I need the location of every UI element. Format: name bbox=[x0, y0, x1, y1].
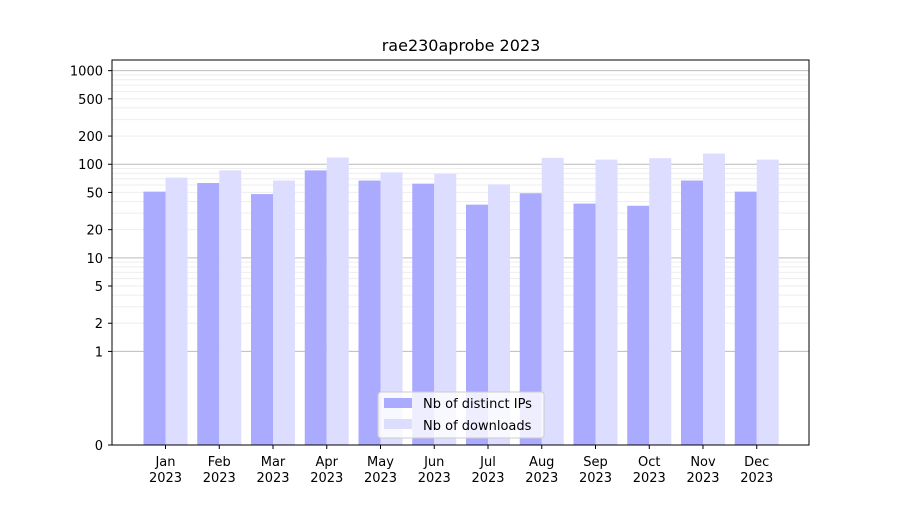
y-tick-label: 500 bbox=[78, 93, 103, 108]
x-tick-label: Oct 2023 bbox=[633, 455, 666, 486]
chart-title: rae230aprobe 2023 bbox=[382, 36, 541, 55]
bar-downloads bbox=[219, 170, 242, 445]
bar-distinct-ips bbox=[304, 170, 327, 445]
y-tick-label: 10 bbox=[86, 252, 103, 267]
x-axis: Jan 2023 Feb 2023 Mar 2023 Apr 2023 May 2023 Jun 20… bbox=[149, 445, 773, 486]
x-tick-label: Jul 2023 bbox=[471, 455, 504, 486]
bar-distinct-ips bbox=[466, 204, 488, 445]
x-tick-label: Apr 2023 bbox=[310, 455, 343, 486]
x-tick-label: Jan 2023 bbox=[149, 455, 182, 486]
legend-swatch-distinct-ips bbox=[384, 398, 412, 408]
bar-distinct-ips bbox=[734, 191, 757, 445]
legend: Nb of distinct IPs Nb of downloads bbox=[377, 391, 545, 439]
y-tick-label: 1000 bbox=[70, 65, 103, 80]
bar-downloads bbox=[756, 159, 779, 445]
bar-downloads bbox=[703, 153, 725, 446]
y-tick-label: 1 bbox=[95, 345, 103, 360]
y-tick-label: 50 bbox=[86, 186, 103, 201]
bar-distinct-ips bbox=[358, 180, 381, 446]
bars-layer bbox=[143, 153, 779, 446]
bar-distinct-ips bbox=[197, 183, 220, 446]
legend-swatch-downloads bbox=[384, 419, 412, 429]
bar-distinct-ips bbox=[251, 194, 273, 445]
y-tick-label: 5 bbox=[95, 280, 103, 295]
x-tick-label: Feb 2023 bbox=[203, 455, 236, 486]
legend-label-downloads: Nb of downloads bbox=[423, 419, 532, 434]
bar-downloads bbox=[434, 173, 457, 446]
bar-downloads bbox=[273, 180, 295, 446]
x-tick-label: Dec 2023 bbox=[740, 455, 773, 486]
y-tick-label: 0 bbox=[95, 439, 103, 454]
y-tick-label: 20 bbox=[86, 224, 103, 239]
bar-downloads bbox=[649, 158, 672, 446]
y-tick-label: 100 bbox=[78, 158, 103, 173]
bar-downloads bbox=[165, 177, 188, 446]
bar-distinct-ips bbox=[412, 183, 435, 445]
bar-downloads bbox=[326, 157, 349, 445]
legend-box bbox=[377, 391, 545, 439]
bar-downloads bbox=[380, 172, 403, 446]
plot-frame bbox=[111, 59, 810, 446]
bar-distinct-ips bbox=[573, 203, 596, 445]
bar-distinct-ips bbox=[681, 180, 703, 446]
bar-distinct-ips bbox=[627, 205, 650, 445]
x-tick-label: Nov 2023 bbox=[686, 455, 719, 486]
x-tick-label: May 2023 bbox=[364, 455, 397, 486]
y-tick-label: 2 bbox=[95, 317, 103, 332]
bar-downloads bbox=[595, 159, 618, 445]
y-axis: 0 1 2 5 10 20 50 100 200 500 1000 bbox=[70, 65, 112, 454]
bar-downloads bbox=[541, 157, 564, 446]
y-tick-label: 200 bbox=[78, 130, 103, 145]
bar-downloads bbox=[488, 184, 510, 445]
x-tick-label: Jun 2023 bbox=[418, 455, 451, 486]
x-tick-label: Aug 2023 bbox=[525, 455, 558, 486]
bar-distinct-ips bbox=[143, 191, 166, 445]
x-tick-label: Sep 2023 bbox=[579, 455, 612, 486]
x-tick-label: Mar 2023 bbox=[256, 455, 289, 486]
bar-distinct-ips bbox=[519, 193, 542, 445]
legend-label-distinct-ips: Nb of distinct IPs bbox=[423, 397, 532, 412]
